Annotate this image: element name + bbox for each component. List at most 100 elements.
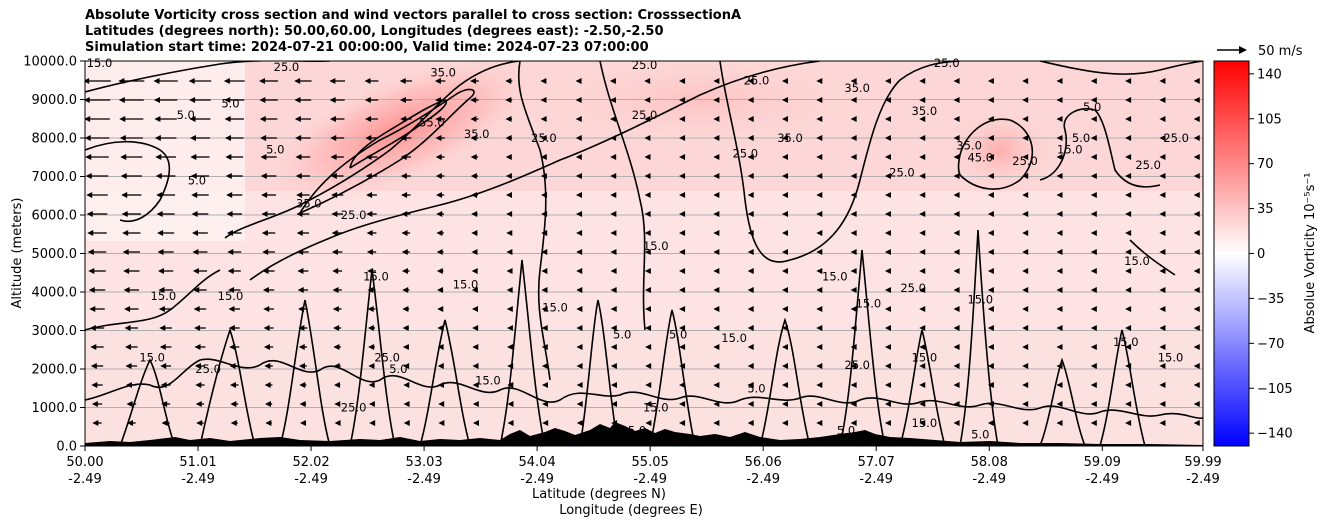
x-tick-label-longitude: -2.49 [1186,472,1220,487]
wind-vector [884,192,891,198]
wind-vector [1193,211,1200,217]
wind-vector [437,287,444,293]
wind-vector [1125,344,1132,350]
colorbar-tick-label: 70 [1257,157,1274,172]
wind-vector [1159,344,1166,350]
wind-vector [679,325,686,331]
wind-vector [747,116,754,122]
wind-vector [1159,230,1166,236]
wind-vector [987,325,994,331]
wind-vector [1193,135,1200,141]
wind-vector [507,401,514,407]
wind-vector [1159,268,1166,274]
wind-vector [816,249,823,255]
wind-vector [747,344,754,350]
wind-vector [541,249,548,255]
contour-label: 15.0 [218,289,244,303]
wind-vector [90,363,104,369]
wind-vector [542,401,549,407]
wind-vector [506,287,513,293]
x-tick-label-longitude: -2.49 [294,472,328,487]
wind-vector [436,192,445,198]
wind-vector [470,154,479,160]
x-tick-label-longitude: -2.49 [520,472,554,487]
wind-vector [436,230,444,236]
wind-vector [401,230,411,236]
wind-vector [747,420,754,426]
wind-vector [816,268,823,274]
wind-vector [850,420,857,426]
wind-vector [156,211,175,217]
wind-vector [747,382,754,388]
wind-vector [987,192,994,198]
wind-vector [259,78,279,84]
wind-vector [472,382,479,388]
wind-vector [782,268,788,274]
wind-vector [884,173,891,179]
wind-vector [713,401,720,407]
wind-vector [1159,249,1166,255]
wind-vector [330,173,344,179]
wind-vector [88,268,106,274]
contour-label: 15.0 [1057,143,1083,157]
contour-label: 5.0 [1072,131,1090,145]
wind-vector [192,268,208,274]
wind-vector [366,211,377,217]
wind-vector [713,363,720,369]
wind-vector [505,173,512,179]
contour-label: 5.0 [613,327,631,341]
contour-label: 15.0 [1113,335,1139,349]
wind-vector [782,78,788,84]
wind-vector [1193,382,1200,388]
wind-vector [367,306,376,312]
wind-vector [644,192,651,198]
wind-vector [470,97,479,103]
wind-vector [297,287,309,293]
wind-vector [850,306,857,312]
wind-vector [1090,268,1097,274]
wind-vector [919,249,926,255]
wind-vector [506,230,513,236]
wind-vector [87,230,107,236]
wind-vector [1022,135,1029,141]
colorbar-ticks: 140 105 70 35 0 −35 −70 −105 −140 [1249,67,1293,442]
wind-vector [1056,401,1063,407]
wind-vector [884,135,891,141]
wind-vector [1022,97,1029,103]
wind-vector [747,78,754,84]
x-tick-label-latitude: 56.06 [745,455,782,470]
x-axis-label-latitude: Latitude (degrees N) [532,487,666,502]
wind-vector [262,249,275,255]
wind-vector [195,401,205,407]
contour-label: 35.0 [777,131,803,145]
wind-vector [610,116,617,122]
wind-vector [1022,116,1029,122]
wind-vector [713,173,720,179]
wind-vector [159,325,172,331]
wind-vector [679,97,686,103]
x-tick-label-longitude: -2.49 [68,472,102,487]
wind-vector [610,382,617,388]
wind-vector [85,116,110,122]
wind-vector [645,420,652,426]
wind-vector [366,230,377,236]
wind-vector [1056,325,1063,331]
contour-label: 35.0 [296,196,322,210]
contour-label: 25.0 [341,401,367,415]
wind-vector [505,116,513,122]
wind-vector [644,230,651,236]
wind-vector [1022,287,1029,293]
wind-vector [329,78,346,84]
y-axis: 0.0 1000.0 2000.0 3000.0 4000.0 5000.0 6000.0 7… [23,55,85,455]
wind-vector [507,344,514,350]
wind-vector [228,287,241,293]
y-tick-label: 10000.0 [23,55,77,70]
wind-vector [850,173,857,179]
wind-vector [644,173,651,179]
wind-vector [368,382,375,388]
wind-vector [506,249,513,255]
wind-vector [987,382,994,388]
contour-label: 25.0 [889,166,915,180]
x-tick-label-latitude: 55.05 [632,455,669,470]
wind-vector [1056,287,1063,293]
